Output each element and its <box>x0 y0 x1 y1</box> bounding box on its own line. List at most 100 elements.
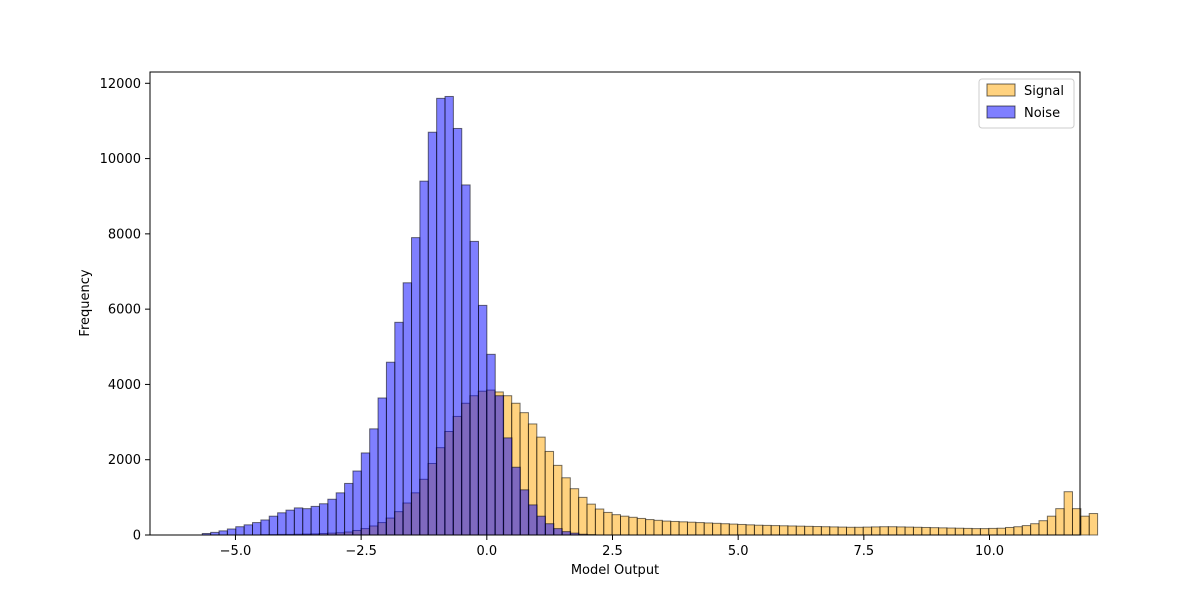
bar-signal-52 <box>695 522 705 536</box>
plot-frame <box>149 71 1081 536</box>
bar-signal-45 <box>636 517 647 536</box>
bar-noise-3 <box>226 528 237 536</box>
bar-noise-6 <box>252 522 262 536</box>
bar-noise-21 <box>377 397 387 536</box>
bar-noise-10 <box>285 509 295 536</box>
bar-signal-42 <box>611 514 622 536</box>
bar-noise-4 <box>235 526 245 536</box>
bar-signal-89 <box>1005 526 1015 536</box>
legend-swatch-noise <box>986 105 1016 119</box>
bar-signal-64 <box>795 525 806 536</box>
bar-signal-75 <box>887 526 898 536</box>
bar-noise-38 <box>519 489 530 536</box>
bar-noise-37 <box>511 466 521 536</box>
bar-signal-36 <box>561 477 571 536</box>
bar-noise-20 <box>369 428 379 536</box>
bar-noise-13 <box>310 505 320 536</box>
x-axis-label: Model Output <box>571 563 659 578</box>
bar-signal-59 <box>753 524 764 536</box>
bar-signal-83 <box>954 527 965 536</box>
bar-noise-15 <box>327 498 337 536</box>
legend-swatch-signal <box>986 83 1016 97</box>
x-tick-label: 7.5 <box>853 544 874 559</box>
bar-noise-31 <box>461 184 471 536</box>
bar-signal-47 <box>653 519 663 536</box>
bar-signal-90 <box>1013 526 1023 536</box>
bar-noise-30 <box>452 127 463 536</box>
bars-layer <box>201 95 1099 536</box>
bar-signal-65 <box>804 525 814 536</box>
bar-noise-25 <box>411 237 421 536</box>
bar-noise-33 <box>477 304 488 536</box>
bar-signal-37 <box>569 488 580 536</box>
bar-signal-50 <box>678 521 688 536</box>
y-tick-label: 8000 <box>108 227 141 242</box>
bar-signal-35 <box>553 464 563 536</box>
bar-signal-39 <box>586 503 596 536</box>
bar-signal-91 <box>1021 525 1032 536</box>
bar-noise-9 <box>277 512 287 536</box>
bar-noise-41 <box>544 523 555 536</box>
bar-noise-2 <box>218 530 228 536</box>
bar-signal-77 <box>904 526 914 536</box>
bar-signal-70 <box>845 526 856 536</box>
y-tick-label: 6000 <box>108 303 141 318</box>
bar-signal-72 <box>862 526 873 536</box>
bar-noise-42 <box>553 528 563 536</box>
bar-noise-43 <box>561 531 572 536</box>
bar-noise-11 <box>293 507 304 536</box>
y-tick-label: 0 <box>133 529 141 544</box>
bar-noise-14 <box>318 503 329 536</box>
bar-signal-99 <box>1088 513 1099 536</box>
bar-noise-24 <box>402 282 413 536</box>
bar-signal-46 <box>645 519 655 536</box>
bar-noise-23 <box>394 321 404 536</box>
bar-signal-43 <box>620 515 630 536</box>
bar-signal-58 <box>745 524 755 536</box>
bar-signal-63 <box>787 525 797 536</box>
bar-noise-18 <box>352 470 362 536</box>
x-tick-label: 10.0 <box>975 544 1004 559</box>
bar-noise-27 <box>427 131 438 536</box>
bar-signal-55 <box>720 523 730 536</box>
x-tick-label: −2.5 <box>345 544 377 559</box>
legend-label-signal: Signal <box>1024 84 1064 99</box>
y-tick-label: 4000 <box>108 378 141 393</box>
bar-noise-8 <box>268 515 279 536</box>
bar-signal-82 <box>946 527 956 536</box>
bar-signal-74 <box>879 526 889 536</box>
y-axis: 0 2000 4000 6000 8000 10000 12000 <box>100 77 150 544</box>
bar-signal-80 <box>929 527 940 536</box>
bar-signal-79 <box>921 526 931 536</box>
bar-noise-19 <box>360 452 371 536</box>
bar-noise-39 <box>528 504 538 536</box>
bar-signal-49 <box>670 520 680 536</box>
x-tick-label: 5.0 <box>728 544 749 559</box>
bar-noise-5 <box>243 524 254 536</box>
bar-noise-22 <box>385 361 396 536</box>
bar-signal-69 <box>837 526 847 536</box>
bar-signal-34 <box>544 450 555 536</box>
bar-signal-86 <box>979 528 990 536</box>
y-tick-label: 10000 <box>100 152 141 167</box>
bar-signal-94 <box>1046 515 1057 536</box>
bar-noise-29 <box>444 95 454 536</box>
bar-noise-35 <box>494 395 505 536</box>
x-tick-label: 0.0 <box>476 544 497 559</box>
bar-signal-92 <box>1030 523 1040 536</box>
bar-signal-98 <box>1080 515 1090 536</box>
bar-signal-51 <box>686 521 697 536</box>
y-axis-label: Frequency <box>78 269 93 336</box>
bar-signal-85 <box>971 528 981 536</box>
bar-noise-12 <box>302 508 312 536</box>
bar-signal-44 <box>628 516 638 536</box>
bar-noise-40 <box>536 515 546 536</box>
y-tick-label: 12000 <box>100 77 141 92</box>
bar-signal-76 <box>896 526 906 536</box>
y-tick-label: 2000 <box>108 453 141 468</box>
bar-signal-95 <box>1055 508 1065 536</box>
x-tick-label: 2.5 <box>602 544 623 559</box>
bar-signal-93 <box>1038 520 1048 536</box>
bar-noise-16 <box>335 492 346 536</box>
